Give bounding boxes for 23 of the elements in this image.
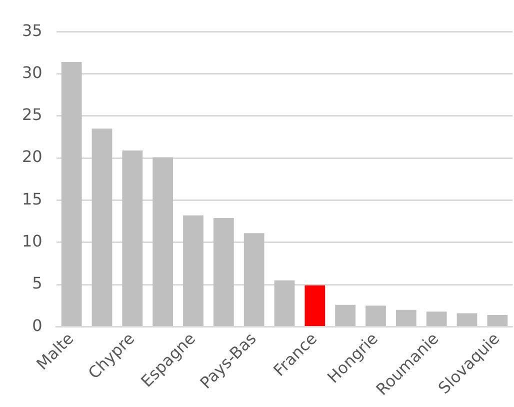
bar xyxy=(487,314,508,326)
bar xyxy=(152,157,174,326)
y-tick-label: 20 xyxy=(22,147,42,166)
bar xyxy=(426,312,447,326)
y-tick-label: 30 xyxy=(22,62,42,82)
y-tick-label: 5 xyxy=(32,274,42,293)
bar xyxy=(456,313,478,326)
y-tick-label: 15 xyxy=(22,189,42,208)
bar xyxy=(274,280,295,326)
y-tick-label: 0 xyxy=(32,316,42,335)
bar xyxy=(183,215,204,326)
bar xyxy=(396,310,416,326)
bar xyxy=(213,218,234,326)
bar xyxy=(122,150,143,326)
bar xyxy=(244,233,264,326)
bar xyxy=(366,306,386,326)
y-tick-label: 10 xyxy=(22,232,42,251)
bar xyxy=(61,62,82,326)
bar xyxy=(335,304,356,326)
bar xyxy=(304,285,326,326)
bar xyxy=(92,128,112,326)
y-tick-label: 25 xyxy=(22,105,42,124)
y-tick-label: 35 xyxy=(22,20,42,40)
